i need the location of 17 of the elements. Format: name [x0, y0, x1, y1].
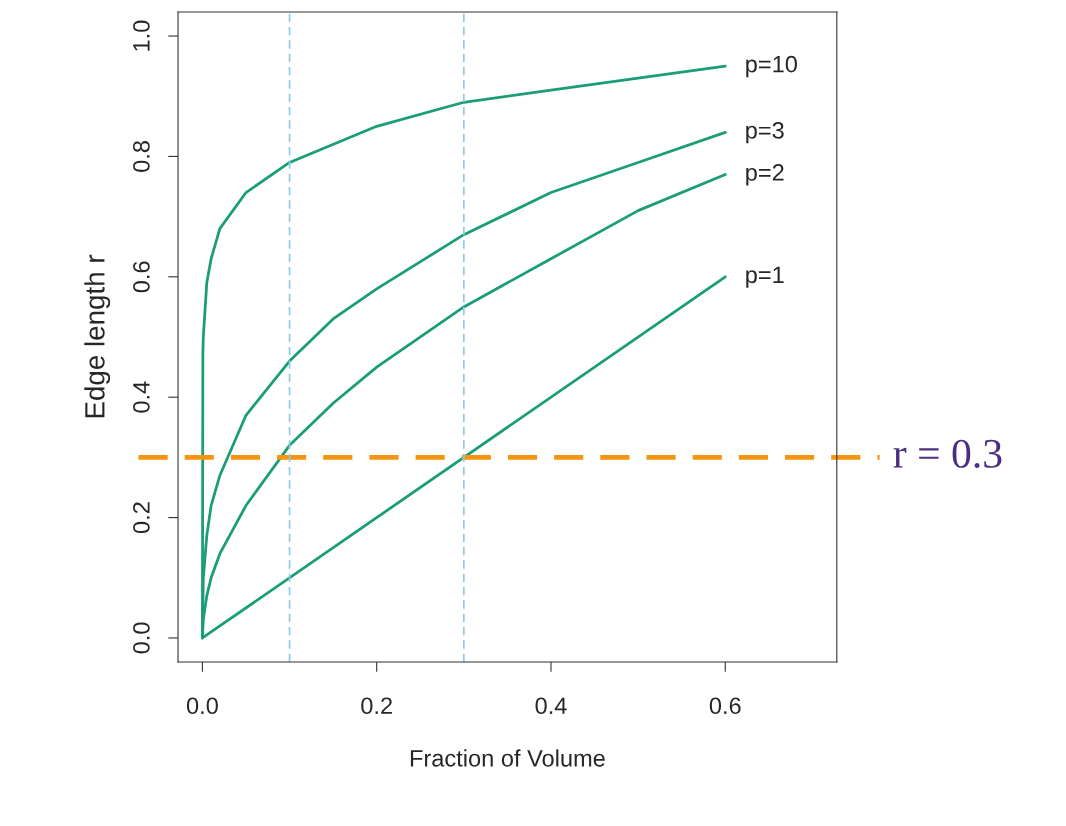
- x-tick-label: 0.2: [361, 697, 392, 715]
- series-label: p=2: [746, 164, 784, 186]
- y-axis-title: Edge length r: [84, 254, 111, 418]
- series-label: p=1: [746, 266, 784, 288]
- x-axis-title: Fraction of Volume: [410, 749, 605, 767]
- x-tick-label: 0.4: [535, 697, 567, 715]
- y-tick-label: 0.2: [133, 502, 150, 534]
- series-label: p=10: [746, 55, 797, 78]
- y-tick-label: 0.6: [133, 261, 150, 293]
- x-tick-label: 0.0: [186, 697, 218, 715]
- y-tick-label: 0.0: [133, 622, 150, 654]
- y-tick-label: 0.4: [133, 381, 150, 413]
- ref-line-label: r = 0.3: [893, 439, 1002, 468]
- y-tick-label: 1.0: [133, 20, 150, 51]
- x-tick-label: 0.6: [709, 697, 741, 715]
- series-label: p=3: [746, 121, 784, 144]
- y-tick-label: 0.8: [133, 141, 150, 172]
